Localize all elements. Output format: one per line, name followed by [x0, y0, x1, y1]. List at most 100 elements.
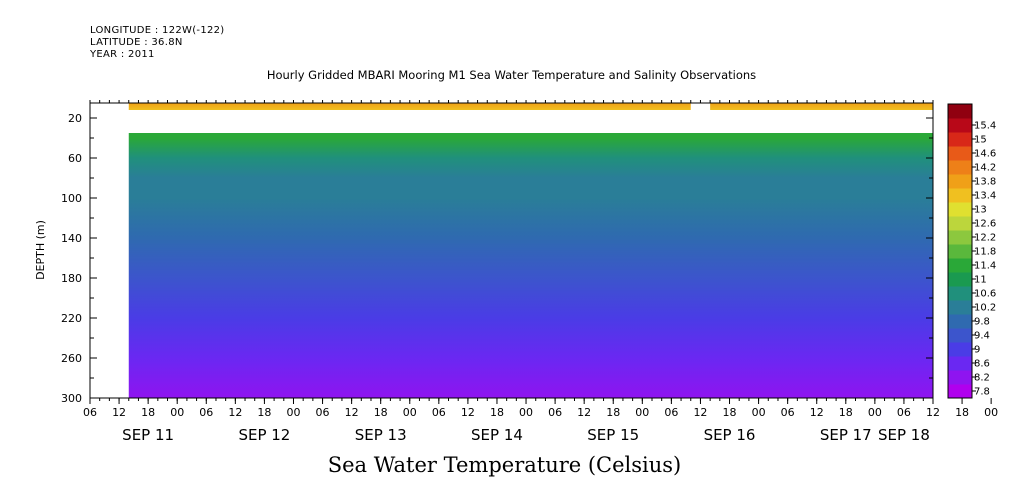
colorbar-label: 9	[974, 345, 980, 356]
surface-band	[710, 103, 933, 110]
colorbar-segment	[948, 286, 972, 301]
colorbar-label: 9.8	[974, 317, 990, 328]
y-axis-label: DEPTH (m)	[34, 220, 47, 280]
y-tick-label: 180	[61, 272, 82, 285]
plot-frame	[89, 102, 934, 399]
y-tick-label: 140	[61, 232, 82, 245]
colorbar-segment	[948, 118, 972, 133]
x-tick-label: 18	[141, 406, 155, 419]
x-tick-label: 12	[810, 406, 824, 419]
x-tick-label: 12	[461, 406, 475, 419]
colorbar-segment	[948, 272, 972, 287]
x-day-label: SEP 18	[878, 426, 930, 444]
y-tick-label: 260	[61, 352, 82, 365]
surface-band	[128, 103, 691, 110]
longitude-label: LONGITUDE : 122W(-122)	[90, 25, 225, 36]
y-tick-label: 60	[68, 152, 82, 165]
x-day-label: SEP 15	[587, 426, 639, 444]
latitude-label: LATITUDE : 36.8N	[90, 37, 183, 48]
colorbar-label: 14.6	[974, 149, 996, 160]
colorbar-segment	[948, 216, 972, 231]
x-tick-label: 00	[519, 406, 533, 419]
year-label: YEAR : 2011	[90, 49, 155, 60]
y-tick-label: 100	[61, 192, 82, 205]
colorbar-segment	[948, 132, 972, 147]
x-day-label: SEP 12	[238, 426, 290, 444]
x-tick-label: 00	[984, 406, 998, 419]
chart-subtitle: Sea Water Temperature (Celsius)	[327, 453, 682, 477]
colorbar-label: 15.4	[974, 121, 996, 132]
colorbar-segment	[948, 384, 972, 399]
colorbar-label: 10.6	[974, 289, 996, 300]
x-tick-label: 00	[170, 406, 184, 419]
colorbar-label: 13.4	[974, 191, 996, 202]
x-day-label: SEP 16	[704, 426, 756, 444]
x-tick-label: 06	[548, 406, 562, 419]
colorbar-segment	[948, 328, 972, 343]
x-tick-label: 12	[345, 406, 359, 419]
colorbar-segment	[948, 174, 972, 189]
colorbar-label: 11.8	[974, 247, 996, 258]
colorbar-label: 9.4	[974, 331, 990, 342]
x-tick-label: 18	[955, 406, 969, 419]
x-day-label: SEP 13	[355, 426, 407, 444]
y-tick-label: 220	[61, 312, 82, 325]
colorbar-label: 14.2	[974, 163, 996, 174]
y-tick-label: 300	[61, 392, 82, 405]
colorbar-segment	[948, 230, 972, 245]
x-day-label: SEP 17	[820, 426, 872, 444]
x-tick-label: 06	[781, 406, 795, 419]
temperature-field	[128, 133, 934, 398]
x-tick-label: 12	[926, 406, 940, 419]
plot-area	[128, 103, 934, 398]
colorbar-segment	[948, 314, 972, 329]
x-tick-label: 06	[664, 406, 678, 419]
colorbar-label: 13.8	[974, 177, 996, 188]
x-tick-label: 12	[112, 406, 126, 419]
x-tick-label: 06	[897, 406, 911, 419]
colorbar-label: 8.2	[974, 373, 990, 384]
colorbar-segment	[948, 146, 972, 161]
x-tick-label: 00	[868, 406, 882, 419]
x-tick-label: 06	[199, 406, 213, 419]
x-tick-label: 00	[752, 406, 766, 419]
colorbar-segment	[948, 202, 972, 217]
x-tick-label: 00	[403, 406, 417, 419]
x-tick-label: 00	[635, 406, 649, 419]
chart-title: Hourly Gridded MBARI Mooring M1 Sea Wate…	[266, 68, 757, 82]
x-tick-label: 18	[374, 406, 388, 419]
x-tick-label: 00	[286, 406, 300, 419]
colorbar-label: 10.2	[974, 303, 996, 314]
colorbar-label: 15	[974, 135, 987, 146]
y-tick-label: 20	[68, 112, 82, 125]
colorbar-segment	[948, 104, 972, 119]
x-tick-label: 12	[228, 406, 242, 419]
colorbar-label: 12.6	[974, 219, 996, 230]
colorbar-label: 13	[974, 205, 987, 216]
x-day-label: SEP 11	[122, 426, 174, 444]
x-tick-label: 18	[839, 406, 853, 419]
x-tick-label: 06	[83, 406, 97, 419]
colorbar-segment	[948, 258, 972, 273]
colorbar-label: 7.8	[974, 387, 990, 398]
colorbar-label: 11	[974, 275, 987, 286]
x-day-label: SEP 14	[471, 426, 523, 444]
colorbar-segment	[948, 188, 972, 203]
colorbar: 7.8 8.2 8.6 9 9.4 9.8 10.2 10.6 11 11.4 11.8 12.2 12…	[947, 103, 996, 399]
x-tick-label: 18	[723, 406, 737, 419]
colorbar-segment	[948, 160, 972, 175]
x-tick-label: 18	[490, 406, 504, 419]
colorbar-segment	[948, 356, 972, 371]
x-tick-label: 12	[693, 406, 707, 419]
x-tick-label: 18	[257, 406, 271, 419]
colorbar-label: 12.2	[974, 233, 996, 244]
x-tick-label: 12	[577, 406, 591, 419]
x-tick-label: 06	[316, 406, 330, 419]
x-tick-label: 06	[432, 406, 446, 419]
x-tick-label: 18	[606, 406, 620, 419]
colorbar-segment	[948, 300, 972, 315]
colorbar-segment	[948, 370, 972, 385]
axes: 06 12 18 00 06 12 18 00 06 12 18 00 06 12 18 00 06 12 18 00…	[61, 100, 998, 444]
colorbar-label: 11.4	[974, 261, 996, 272]
